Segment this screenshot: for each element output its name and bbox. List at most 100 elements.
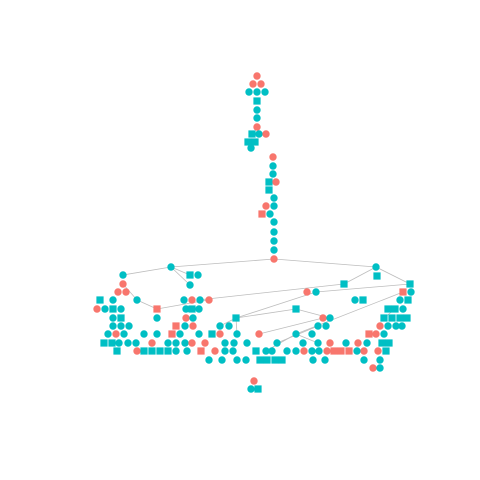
graph-node-salmon [365,330,373,338]
graph-edge [258,317,324,335]
graph-node-teal [109,296,117,304]
graph-node-salmon [133,347,141,355]
graph-node-teal [172,347,180,355]
graph-node-teal [133,296,141,304]
graph-node-salmon [112,330,120,338]
graph-edge [343,266,377,285]
graph-node-teal [181,322,189,330]
graph-node-teal [384,322,392,330]
graph-node-teal [232,314,240,322]
graph-node-teal [233,330,241,338]
graph-node-teal [172,339,180,347]
graph-node-teal [309,356,317,364]
graph-node-teal [176,330,184,338]
graph-node-teal [396,296,404,304]
graph-node-teal [292,305,300,313]
graph-node-teal [113,347,121,355]
graph-node-teal [140,347,148,355]
graph-edge [122,266,172,276]
graph-node-teal [273,339,281,347]
graph-node-teal [326,314,334,322]
graph-edge [197,283,345,301]
graph-node-salmon [345,347,353,355]
graph-node-teal [153,314,161,322]
graph-node-teal [104,330,112,338]
graph-node-salmon [114,288,122,296]
graph-node-teal [186,271,194,279]
graph-node-salmon [262,202,270,210]
graph-node-teal [392,322,400,330]
graph-node-salmon [376,322,384,330]
graph-node-teal [363,339,371,347]
graph-node-teal [278,356,286,364]
graph-node-teal [148,347,156,355]
graph-node-teal [256,356,264,364]
graph-node-teal [376,364,384,372]
graph-node-teal [167,263,175,271]
graph-node-salmon [189,322,197,330]
graph-node-salmon [148,339,156,347]
graph-node-salmon [201,339,209,347]
graph-node-teal [196,296,204,304]
graph-node-teal [195,330,203,338]
graph-node-teal [119,271,127,279]
graph-node-teal [253,88,261,96]
graph-node-teal [270,202,278,210]
graph-node-teal [245,88,253,96]
graph-node-teal [385,339,393,347]
graph-node-teal [314,322,322,330]
graph-node-teal [380,330,388,338]
graph-node-salmon [354,339,362,347]
graph-node-salmon [153,305,161,313]
graph-edge [235,308,297,319]
graph-node-teal [101,305,109,313]
graph-node-teal [265,178,273,186]
graph-node-teal [233,356,241,364]
graph-node-salmon [303,288,311,296]
graph-node-teal [188,305,196,313]
graph-node-teal [372,263,380,271]
graph-node-teal [308,330,316,338]
graph-node-teal [406,280,414,288]
graph-node-salmon [319,314,327,322]
graph-node-teal [132,339,140,347]
graph-node-teal [255,130,263,138]
graph-node-teal [265,186,273,194]
graph-node-teal [268,347,276,355]
graph-node-teal [398,322,406,330]
graph-node-teal [109,314,117,322]
graph-node-salmon [269,153,277,161]
graph-node-teal [195,305,203,313]
graph-node-teal [247,144,255,152]
graph-node-teal [253,106,261,114]
graph-node-teal [115,339,123,347]
graph-node-teal [109,305,117,313]
graph-node-teal [109,322,117,330]
graph-node-teal [283,347,291,355]
graph-node-teal [404,296,412,304]
graph-node-teal [156,347,164,355]
graph-node-teal [271,356,279,364]
graph-node-teal [183,347,191,355]
graph-node-teal [244,138,252,146]
graph-node-teal [216,322,224,330]
graph-node-teal [315,347,323,355]
graph-node-salmon [188,296,196,304]
graph-edge [235,291,317,319]
graph-edge [170,266,191,286]
graph-edge [375,266,411,285]
graph-node-salmon [197,347,205,355]
graph-node-teal [388,314,396,322]
graph-node-teal [248,130,256,138]
graph-node-teal [153,330,161,338]
graph-node-salmon [257,80,265,88]
graph-node-salmon [272,178,280,186]
graph-node-teal [266,210,274,218]
graph-node-teal [254,385,262,393]
graph-node-teal [359,296,367,304]
graph-node-salmon [374,347,382,355]
graph-edge [170,258,275,268]
graph-node-teal [391,305,399,313]
graph-node-teal [340,280,348,288]
